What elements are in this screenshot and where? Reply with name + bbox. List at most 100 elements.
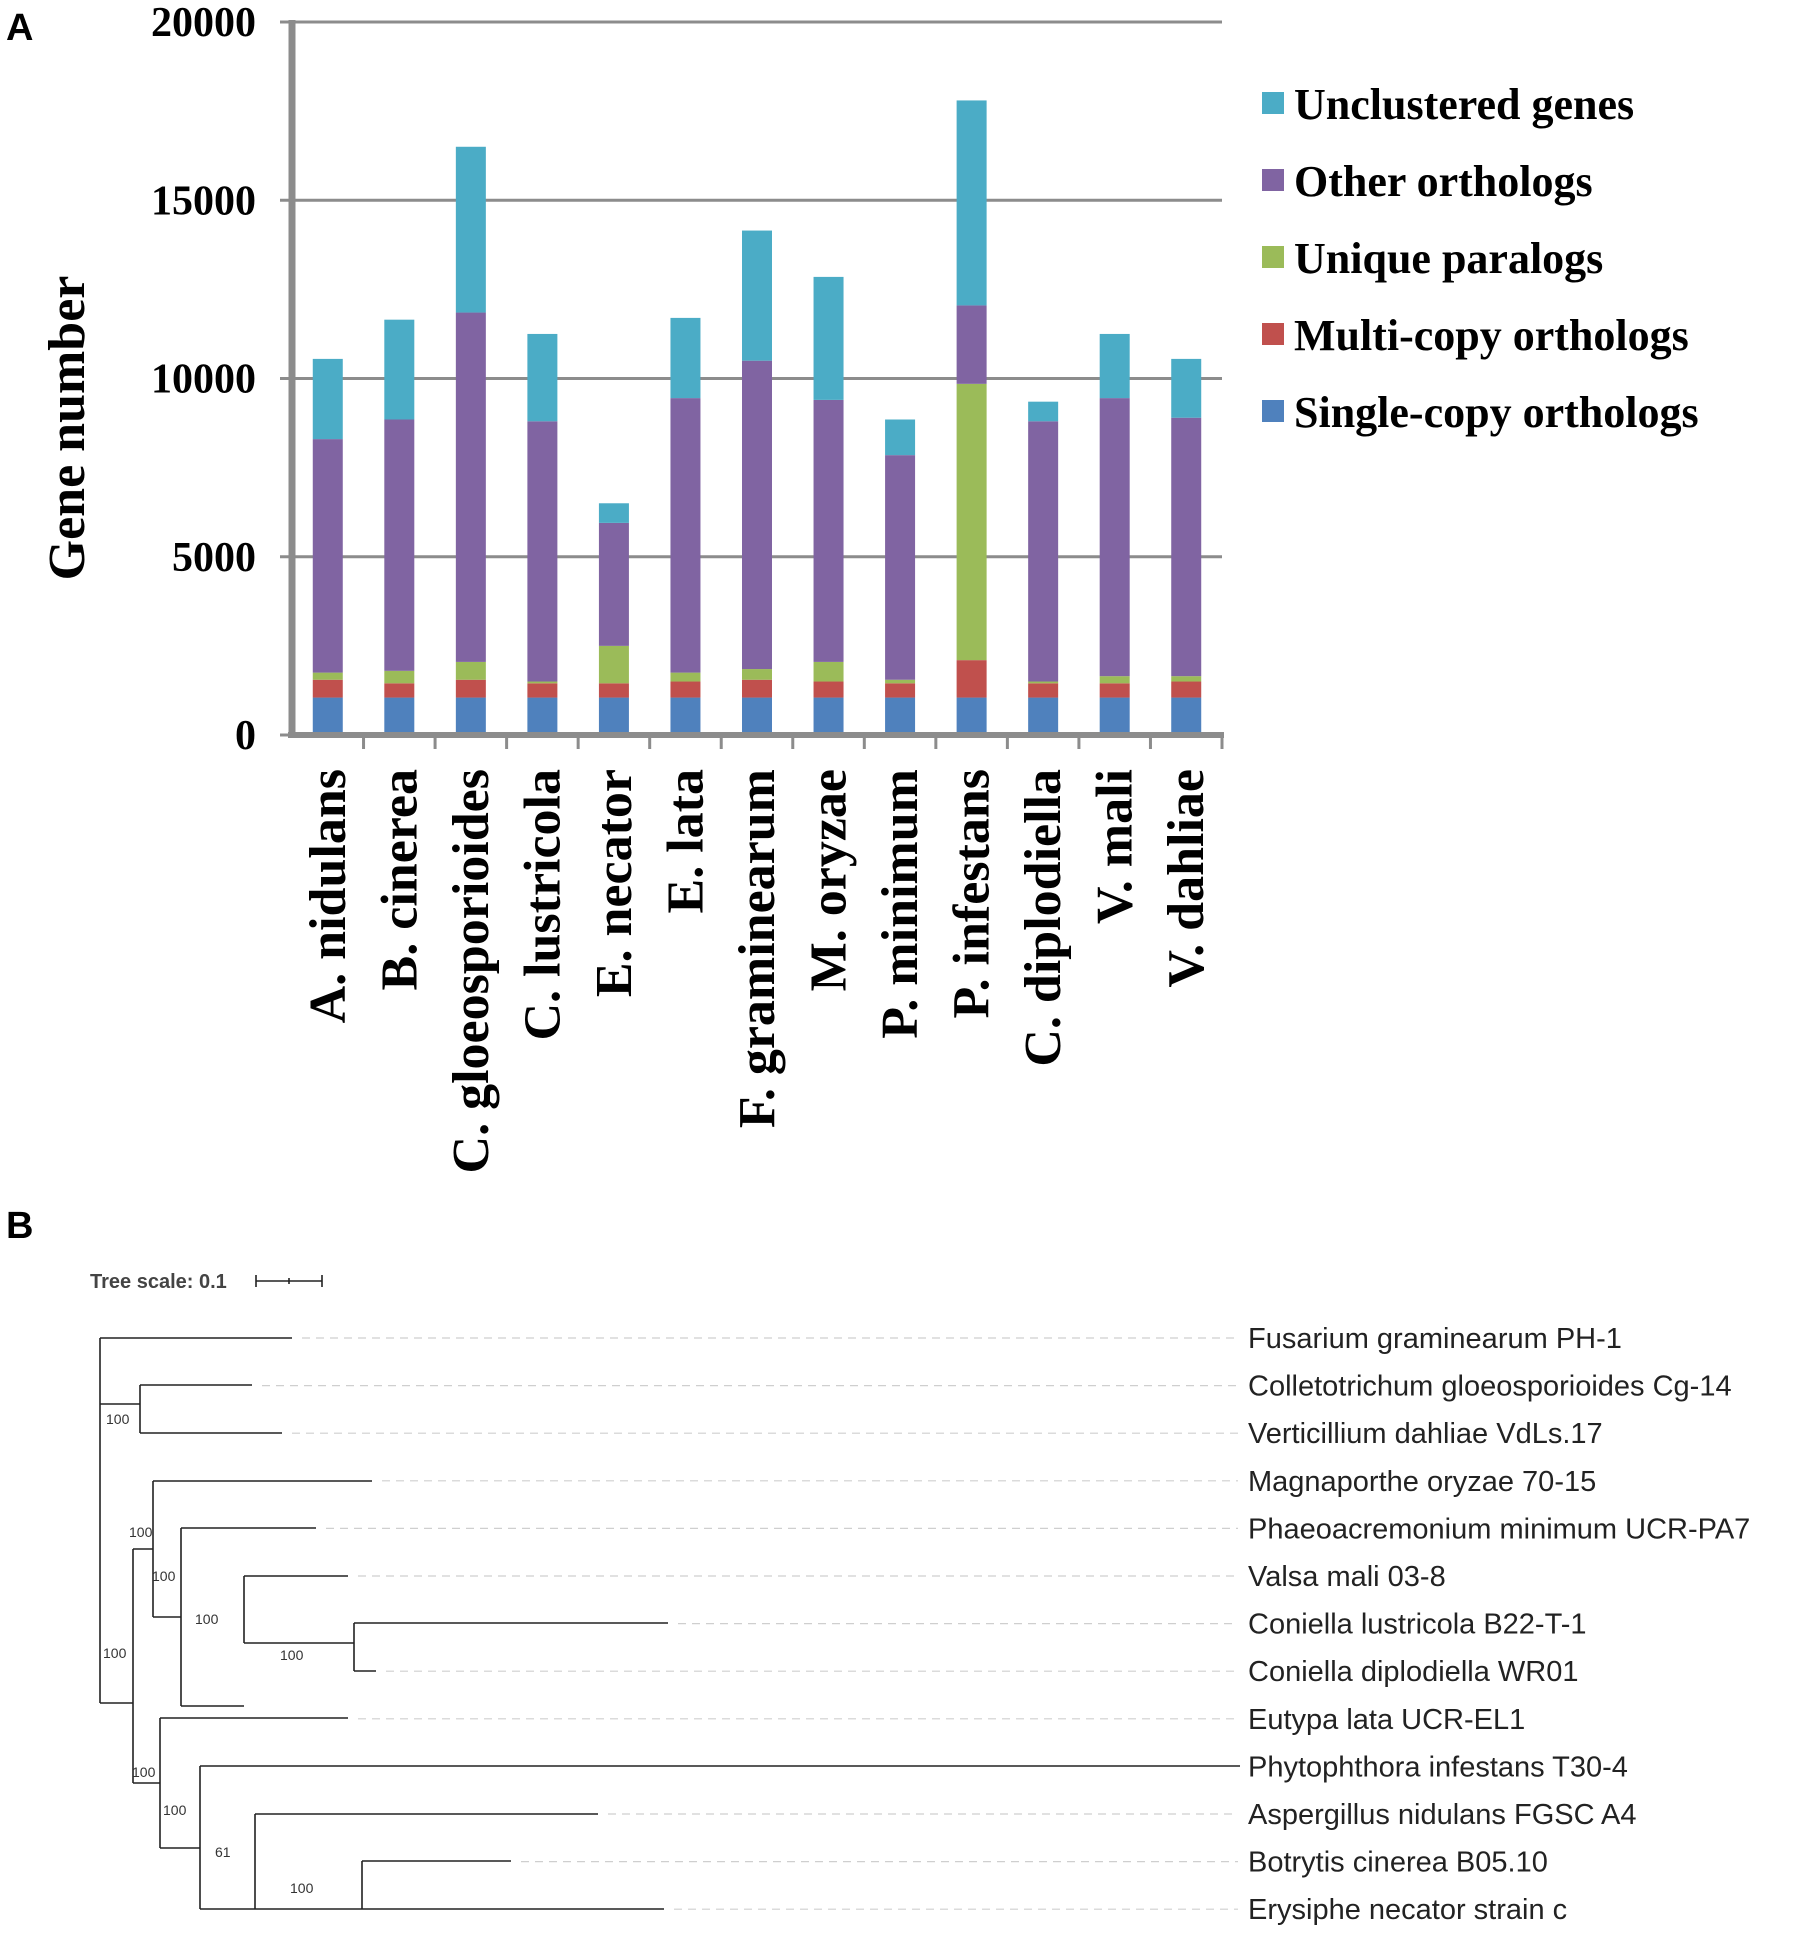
bar-segment-unclustered-genes-e-necator [598,503,629,523]
bar-segment-unclustered-genes-a-nidulans [312,358,343,440]
bar-segment-multi-copy-orthologs-v-dahliae [1171,681,1202,698]
x-category-label: M. oryzae [801,769,858,991]
bar-segment-multi-copy-orthologs-e-necator [598,683,629,698]
bootstrap-value: 61 [215,1844,231,1860]
y-axis-label: Gene number [39,276,96,581]
bar-segment-single-copy-orthologs-p-infestans [956,697,987,735]
bar-segment-unique-paralogs-e-necator [598,645,629,684]
bar-segment-multi-copy-orthologs-v-mali [1099,683,1130,698]
x-category-label: E. lata [657,769,714,913]
bar-segment-other-orthologs-c-lustricola [527,421,558,682]
bar-segment-unclustered-genes-p-infestans [956,100,987,306]
bar-segment-unclustered-genes-m-oryzae [813,276,844,400]
y-tick-label: 0 [235,713,256,759]
tree-taxon-label: Erysiphe necator strain c [1248,1894,1567,1926]
bar-segment-unclustered-genes-p-minimum [885,419,916,456]
bar-segment-unique-paralogs-c-gloeosporioides [455,661,486,680]
legend-swatch-unclustered-genes [1262,92,1284,114]
bar-segment-single-copy-orthologs-f-graminearum [742,697,772,735]
bar-segment-unique-paralogs-c-lustricola [527,681,558,684]
bar-segment-unique-paralogs-p-minimum [885,679,916,684]
chart-bars [312,100,1202,735]
bar-segment-single-copy-orthologs-v-dahliae [1171,697,1202,735]
bar-segment-single-copy-orthologs-e-necator [598,697,629,735]
tree-scale-label: Tree scale: 0.1 [90,1271,227,1293]
bootstrap-value: 100 [195,1611,219,1627]
x-category-label: C. lustricola [514,769,571,1041]
tree-guide-lines [262,1337,1238,1910]
bar-segment-unique-paralogs-p-infestans [956,383,987,661]
bar-segment-multi-copy-orthologs-e-lata [670,681,701,698]
tree-taxon-label: Coniella diplodiella WR01 [1248,1656,1578,1688]
tree-scale-bar [255,1275,323,1287]
bar-segment-unique-paralogs-c-diplodiella [1028,681,1059,684]
x-category-label: V. dahliae [1158,769,1215,988]
bar-segment-unique-paralogs-b-cinerea [384,670,415,684]
bootstrap-value: 100 [163,1802,187,1818]
tree-taxon-label: Botrytis cinerea B05.10 [1248,1847,1548,1879]
bar-segment-single-copy-orthologs-m-oryzae [813,697,844,735]
tree-taxon-label: Valsa mali 03-8 [1248,1561,1446,1593]
bar-segment-multi-copy-orthologs-a-nidulans [312,679,343,698]
bar-segment-unclustered-genes-e-lata [670,317,701,399]
bar-segment-unclustered-genes-c-diplodiella [1028,401,1059,422]
x-category-label: V. mali [1087,769,1144,924]
tree-taxon-label: Phytophthora infestans T30-4 [1248,1751,1628,1783]
x-category-label: E. necator [586,769,643,997]
x-category-labels: A. nidulans B. cinerea C. gloeosporioides C… [300,769,1215,1173]
bar-segment-multi-copy-orthologs-p-infestans [956,660,987,698]
bar-segment-unique-paralogs-v-mali [1099,676,1130,684]
legend-label: Single-copy orthologs [1294,388,1699,437]
bar-segment-single-copy-orthologs-v-mali [1099,697,1130,735]
bootstrap-value: 100 [129,1524,153,1540]
y-tick-label: 15000 [151,178,256,224]
tree-branches [99,1337,1240,1910]
chart-legend: Unclustered genes Other orthologs Unique p… [1262,80,1699,437]
bar-segment-unclustered-genes-c-gloeosporioides [455,146,486,313]
bar-segment-other-orthologs-b-cinerea [384,419,415,671]
tree-taxon-label: Eutypa lata UCR-EL1 [1248,1704,1525,1736]
panel-label-a: A [6,7,33,49]
tree-taxon-labels: Fusarium graminearum PH-1 Colletotrichum … [1248,1323,1750,1926]
bar-segment-unclustered-genes-v-mali [1099,333,1130,399]
bar-segment-unique-paralogs-m-oryzae [813,661,844,682]
x-category-label: B. cinerea [371,769,428,990]
bar-segment-other-orthologs-c-gloeosporioides [455,312,486,662]
bar-segment-single-copy-orthologs-c-gloeosporioides [455,697,486,735]
bar-segment-single-copy-orthologs-c-lustricola [527,697,558,735]
legend-swatch-other-orthologs [1262,169,1284,191]
bootstrap-value: 100 [132,1764,156,1780]
legend-label: Unclustered genes [1294,80,1634,129]
bar-segment-other-orthologs-c-diplodiella [1028,421,1059,682]
bar-segment-unique-paralogs-a-nidulans [312,672,343,680]
bar-segment-single-copy-orthologs-p-minimum [885,697,916,735]
tree-taxon-label: Fusarium graminearum PH-1 [1248,1323,1622,1355]
phylogenetic-tree: Tree scale: 0.1 100100100100100100100100… [90,1271,1750,1926]
x-category-label: P. minimum [872,769,929,1039]
bar-segment-multi-copy-orthologs-p-minimum [885,683,916,698]
y-tick-label: 5000 [172,535,256,581]
legend-label: Unique paralogs [1294,234,1603,283]
bar-segment-single-copy-orthologs-c-diplodiella [1028,697,1059,735]
bar-segment-other-orthologs-p-minimum [885,455,916,680]
bar-segment-other-orthologs-p-infestans [956,305,987,384]
bar-segment-unclustered-genes-f-graminearum [742,230,772,361]
bar-segment-other-orthologs-e-necator [598,522,629,646]
bar-segment-other-orthologs-a-nidulans [312,439,343,673]
x-category-label: C. gloeosporioides [443,769,500,1173]
bar-segment-unclustered-genes-v-dahliae [1171,358,1202,418]
x-category-label: C. diplodiella [1015,769,1072,1067]
tree-taxon-label: Verticillium dahliae VdLs.17 [1248,1418,1603,1450]
bootstrap-value: 100 [290,1880,314,1896]
tree-taxon-label: Magnaporthe oryzae 70-15 [1248,1466,1596,1498]
bar-segment-multi-copy-orthologs-b-cinerea [384,683,415,698]
bar-segment-unique-paralogs-f-graminearum [742,669,772,680]
bar-segment-multi-copy-orthologs-c-gloeosporioides [455,679,486,698]
y-tick-label: 20000 [151,0,256,46]
legend-swatch-multi-copy-orthologs [1262,323,1284,345]
legend-swatch-unique-paralogs [1262,246,1284,268]
bar-segment-multi-copy-orthologs-c-lustricola [527,683,558,698]
bar-segment-single-copy-orthologs-b-cinerea [384,697,415,735]
bar-segment-other-orthologs-v-mali [1099,398,1130,677]
